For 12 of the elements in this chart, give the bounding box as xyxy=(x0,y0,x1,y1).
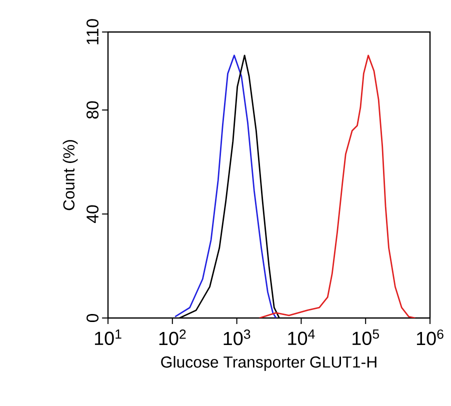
x-tick-label: 10$^{4}$ xyxy=(288,330,315,346)
x-axis-title: Glucose Transporter GLUT1-H xyxy=(161,356,376,371)
x-tick-label: 10$^{3}$ xyxy=(224,329,250,346)
x-tick-label: 10$^{1}$ xyxy=(94,330,122,346)
x-tick-label: 10$^{2}$ xyxy=(159,329,186,346)
y-axis-title: Count (%) xyxy=(62,140,78,210)
y-tick-label: 110 xyxy=(86,19,99,44)
y-tick-label: 40 xyxy=(86,205,99,224)
x-tick-label: 10$^{5}$ xyxy=(352,330,380,346)
y-tick-label: 80 xyxy=(86,101,99,119)
y-tick-label: 0 xyxy=(86,314,99,322)
x-tick-label: 10$^{6}$ xyxy=(416,329,444,346)
